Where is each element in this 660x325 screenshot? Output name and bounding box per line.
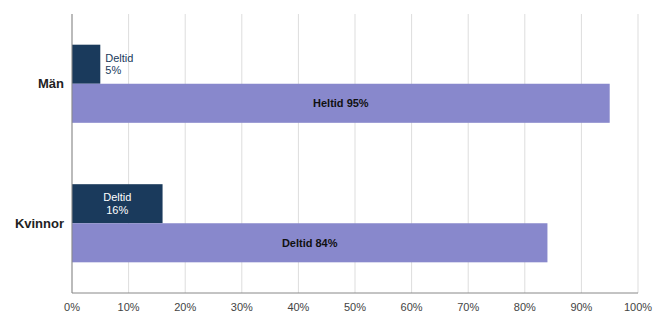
x-tick-label: 50% — [344, 301, 366, 313]
x-tick-label: 40% — [287, 301, 309, 313]
chart: 0% 10% 20% 30% 40% 50% 60% 70% 80% 90% 100% Män Kvin… — [0, 0, 660, 325]
data-label: Deltid 84% — [282, 237, 338, 249]
data-label: Deltid5% — [105, 52, 133, 77]
bar — [72, 84, 610, 123]
bar — [72, 45, 100, 84]
bar — [72, 184, 163, 223]
x-tick-label: 90% — [570, 301, 592, 313]
grid-line — [72, 14, 73, 293]
bar — [72, 223, 547, 262]
y-axis-line — [72, 14, 73, 293]
grid-line — [638, 14, 639, 293]
category-label: Män — [38, 76, 64, 91]
x-tick-label: 0% — [64, 301, 80, 313]
x-tick-label: 30% — [231, 301, 253, 313]
bars — [72, 45, 610, 263]
x-tick-label: 10% — [118, 301, 140, 313]
x-tick-label: 100% — [624, 301, 652, 313]
grid — [72, 14, 638, 293]
x-tick-label: 70% — [457, 301, 479, 313]
grid-line — [581, 14, 582, 293]
category-label: Kvinnor — [15, 216, 64, 231]
y-ticks: Män Kvinnor — [15, 76, 64, 231]
x-tick-label: 60% — [401, 301, 423, 313]
data-labels: Deltid5% Deltid16% Heltid 95% Deltid 84% — [103, 52, 369, 249]
data-label: Heltid 95% — [313, 97, 369, 109]
data-label: Deltid16% — [103, 191, 131, 216]
x-tick-label: 80% — [514, 301, 536, 313]
x-tick-label: 20% — [174, 301, 196, 313]
x-axis-line — [72, 293, 638, 294]
x-ticks: 0% 10% 20% 30% 40% 50% 60% 70% 80% 90% 100% — [64, 301, 652, 313]
